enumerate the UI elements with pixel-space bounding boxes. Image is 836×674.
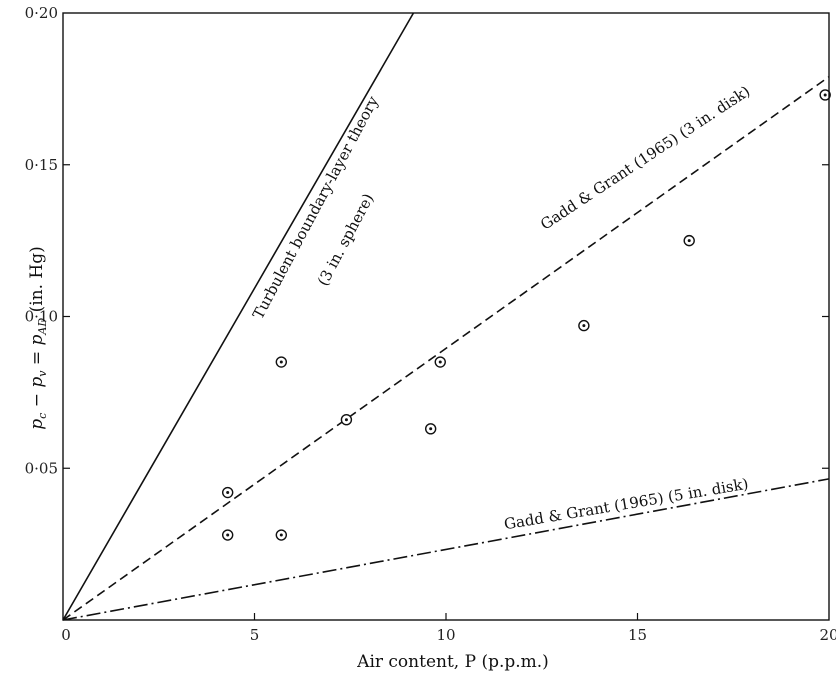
x-tick-label: 20 (819, 626, 836, 644)
ticks-layer: 0 5 10 15 20 0·05 0·10 0·15 0·20 (25, 4, 836, 644)
svg-text:pc − pv = pAD (in. Hg): pc − pv = pAD (in. Hg) (27, 246, 49, 430)
x-tick-label: 15 (628, 626, 647, 644)
data-point (819, 89, 831, 101)
data-point (275, 356, 288, 368)
series-line-dashdot (62, 478, 830, 621)
data-point (683, 234, 695, 247)
y-tick-label: 0·10 (25, 308, 58, 326)
series-line-dashed (62, 76, 830, 621)
y-axis-title: pc − pv = pAD (in. Hg) (27, 246, 49, 430)
data-point (275, 529, 288, 541)
annotation-disk3: Gadd & Grant (1965) (3 in. disk) (537, 82, 753, 234)
y-tick-label: 0·05 (25, 459, 58, 477)
x-axis-title: Air content, P (p.p.m.) (356, 652, 549, 672)
data-point (221, 486, 234, 499)
series-line-solid (62, 12, 415, 621)
y-tick-label: 0·20 (25, 4, 58, 22)
data-point (578, 319, 590, 332)
x-tick-label: 10 (436, 626, 455, 644)
data-point (424, 423, 437, 435)
data-point (340, 413, 353, 426)
y-tick-label: 0·15 (25, 156, 58, 174)
annotation-disk5: Gadd & Grant (1965) (5 in. disk) (503, 475, 750, 534)
x-tick-label: 5 (250, 626, 260, 644)
series-layer (62, 12, 830, 621)
points-layer (221, 89, 831, 541)
data-point (434, 356, 446, 368)
x-tick-label: 0 (61, 626, 71, 644)
data-point (221, 529, 234, 541)
